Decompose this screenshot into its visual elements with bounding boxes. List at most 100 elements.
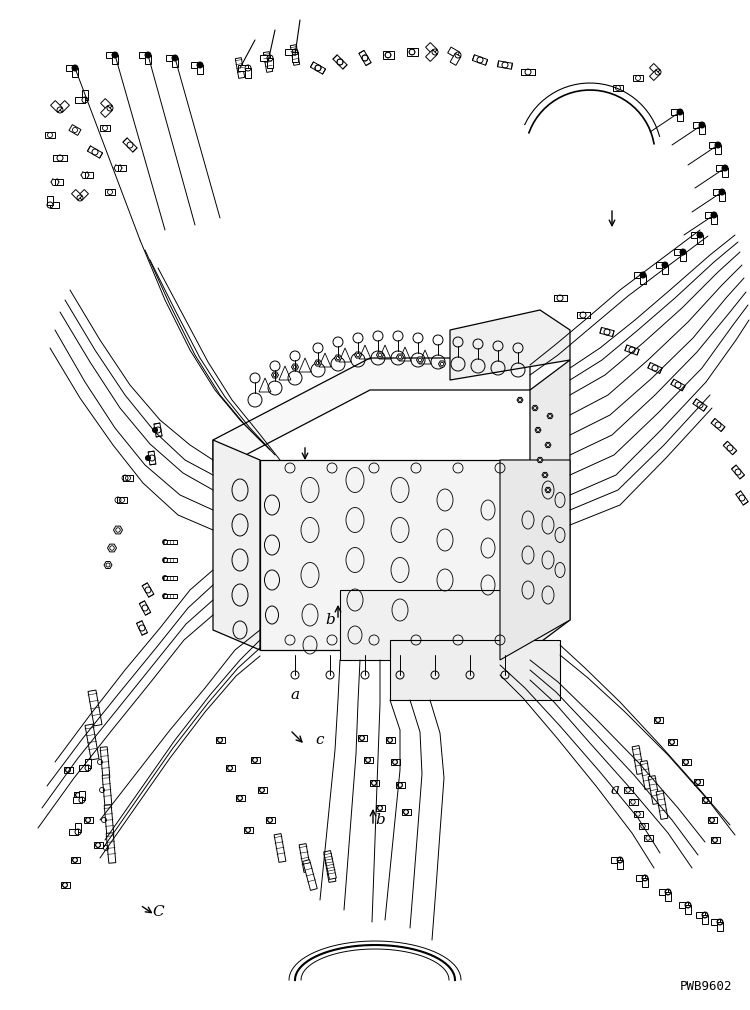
Polygon shape — [682, 759, 691, 765]
Polygon shape — [123, 138, 137, 153]
Polygon shape — [75, 823, 81, 832]
Polygon shape — [722, 168, 728, 177]
Polygon shape — [709, 142, 718, 148]
Polygon shape — [425, 42, 437, 55]
Polygon shape — [324, 850, 336, 880]
Polygon shape — [711, 418, 725, 431]
Polygon shape — [47, 196, 53, 205]
Polygon shape — [244, 68, 251, 78]
Polygon shape — [172, 58, 178, 67]
Polygon shape — [656, 262, 665, 268]
Polygon shape — [123, 475, 133, 482]
Text: b: b — [326, 613, 334, 627]
Polygon shape — [517, 397, 523, 403]
Polygon shape — [711, 215, 717, 224]
Polygon shape — [450, 54, 461, 66]
Polygon shape — [497, 61, 512, 69]
Polygon shape — [263, 52, 273, 73]
Polygon shape — [58, 101, 70, 112]
Circle shape — [73, 66, 77, 71]
Polygon shape — [118, 166, 126, 171]
Polygon shape — [257, 787, 266, 793]
Polygon shape — [648, 363, 662, 374]
Polygon shape — [710, 837, 719, 843]
Text: c: c — [316, 733, 324, 747]
Polygon shape — [656, 791, 668, 819]
Polygon shape — [359, 50, 371, 66]
Polygon shape — [406, 48, 418, 56]
Polygon shape — [674, 249, 683, 255]
Polygon shape — [685, 905, 691, 914]
Circle shape — [146, 456, 151, 461]
Polygon shape — [71, 190, 82, 200]
Polygon shape — [100, 99, 112, 110]
Polygon shape — [292, 364, 298, 370]
Polygon shape — [397, 354, 404, 360]
Polygon shape — [537, 458, 543, 463]
Polygon shape — [117, 497, 127, 503]
Polygon shape — [74, 792, 82, 798]
Polygon shape — [665, 892, 671, 901]
Polygon shape — [299, 843, 311, 873]
Circle shape — [640, 273, 646, 278]
Polygon shape — [191, 62, 200, 68]
Polygon shape — [104, 805, 114, 835]
Polygon shape — [694, 779, 703, 785]
Polygon shape — [66, 65, 75, 71]
Polygon shape — [112, 55, 118, 64]
Polygon shape — [100, 124, 110, 131]
Polygon shape — [691, 232, 700, 238]
Polygon shape — [213, 440, 260, 650]
Polygon shape — [472, 55, 488, 66]
Polygon shape — [105, 189, 115, 195]
Polygon shape — [142, 583, 154, 597]
Polygon shape — [717, 922, 723, 931]
Polygon shape — [376, 805, 385, 811]
Polygon shape — [680, 252, 686, 261]
Polygon shape — [395, 782, 404, 788]
Polygon shape — [391, 759, 400, 765]
Circle shape — [112, 53, 118, 58]
Circle shape — [662, 263, 668, 268]
Polygon shape — [340, 590, 530, 660]
Polygon shape — [699, 125, 705, 134]
Polygon shape — [88, 145, 103, 159]
Polygon shape — [324, 853, 336, 883]
Polygon shape — [653, 717, 662, 723]
Polygon shape — [670, 379, 686, 391]
Polygon shape — [634, 811, 643, 817]
Polygon shape — [640, 275, 646, 284]
Polygon shape — [238, 65, 248, 72]
Polygon shape — [416, 357, 424, 363]
Polygon shape — [547, 413, 553, 418]
Circle shape — [677, 109, 682, 114]
Polygon shape — [358, 735, 367, 741]
Polygon shape — [697, 235, 703, 244]
Polygon shape — [226, 765, 235, 771]
Polygon shape — [659, 889, 668, 895]
Circle shape — [698, 232, 703, 237]
Polygon shape — [69, 829, 78, 835]
Polygon shape — [166, 55, 175, 61]
Polygon shape — [701, 797, 710, 803]
Polygon shape — [113, 526, 122, 534]
Polygon shape — [554, 295, 566, 301]
Polygon shape — [530, 360, 570, 650]
Polygon shape — [386, 737, 394, 743]
Polygon shape — [274, 833, 286, 863]
Polygon shape — [532, 405, 538, 411]
Polygon shape — [713, 189, 722, 195]
Polygon shape — [251, 758, 260, 763]
Polygon shape — [716, 165, 725, 171]
Polygon shape — [707, 817, 716, 823]
Polygon shape — [266, 817, 274, 823]
Polygon shape — [693, 122, 702, 128]
Polygon shape — [197, 65, 203, 74]
Circle shape — [680, 249, 686, 255]
Polygon shape — [600, 327, 614, 336]
Polygon shape — [163, 540, 177, 544]
Polygon shape — [535, 427, 541, 432]
Polygon shape — [636, 875, 645, 881]
Polygon shape — [79, 791, 85, 800]
Polygon shape — [260, 55, 270, 62]
